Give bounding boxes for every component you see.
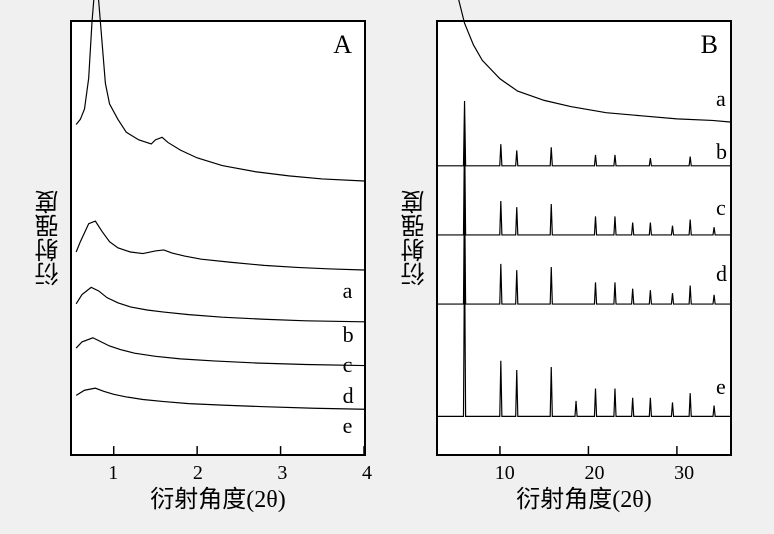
- series-b: [76, 221, 364, 270]
- x-tick-label: 4: [362, 462, 372, 485]
- panel-a-xlabel: 衍射角度(2θ): [150, 479, 285, 514]
- series-b: [438, 101, 730, 166]
- panel-a: A 衍射强度 衍射角度(2θ) 1234 abcde: [70, 20, 366, 456]
- panel-a-ylabel: 衍射强度: [32, 190, 67, 286]
- panel-b-ylabel: 衍射强度: [398, 190, 433, 286]
- series-label-c: c: [716, 195, 726, 221]
- series-label-a: a: [343, 278, 353, 304]
- series-c: [438, 130, 730, 235]
- x-tick-label: 1: [108, 462, 118, 485]
- series-d: [76, 338, 364, 366]
- series-label-a: a: [716, 86, 726, 112]
- series-e: [76, 388, 364, 409]
- series-label-e: e: [716, 374, 726, 400]
- panel-a-plot: [72, 22, 364, 454]
- x-tick-label: 30: [674, 462, 694, 485]
- series-d: [438, 184, 730, 304]
- series-a: [76, 0, 364, 181]
- series-label-b: b: [343, 322, 354, 348]
- panel-b-plot: [438, 22, 730, 454]
- series-label-d: d: [343, 383, 354, 409]
- x-tick-label: 10: [495, 462, 515, 485]
- series-label-c: c: [343, 352, 353, 378]
- x-tick-label: 3: [277, 462, 287, 485]
- panel-b: B 衍射强度 衍射角度(2θ) 102030 abcde: [436, 20, 732, 456]
- series-e: [438, 247, 730, 417]
- x-tick-label: 20: [584, 462, 604, 485]
- series-label-d: d: [716, 261, 727, 287]
- x-tick-label: 2: [193, 462, 203, 485]
- series-c: [76, 287, 364, 321]
- series-label-e: e: [343, 413, 353, 439]
- series-a: [438, 0, 730, 122]
- series-label-b: b: [716, 139, 727, 165]
